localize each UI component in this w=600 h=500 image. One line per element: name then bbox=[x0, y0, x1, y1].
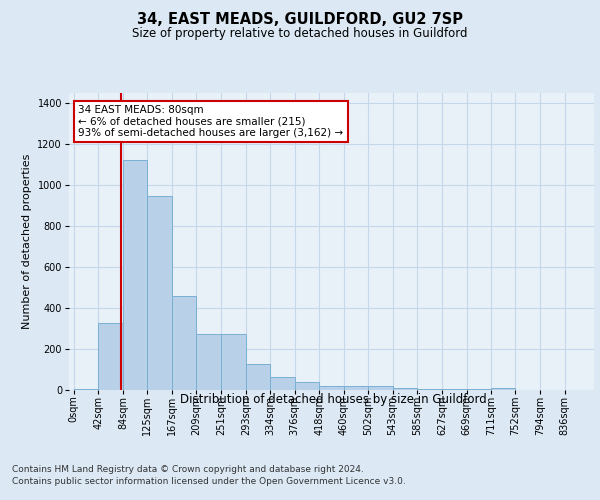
Bar bbox=[172, 296, 196, 390]
Bar bbox=[344, 386, 368, 390]
Bar bbox=[368, 386, 392, 390]
Bar bbox=[196, 334, 221, 390]
Y-axis label: Number of detached properties: Number of detached properties bbox=[22, 154, 32, 329]
Bar bbox=[319, 386, 344, 390]
Text: Contains HM Land Registry data © Crown copyright and database right 2024.: Contains HM Land Registry data © Crown c… bbox=[12, 465, 364, 474]
Text: Distribution of detached houses by size in Guildford: Distribution of detached houses by size … bbox=[179, 392, 487, 406]
Text: Contains public sector information licensed under the Open Government Licence v3: Contains public sector information licen… bbox=[12, 478, 406, 486]
Bar bbox=[417, 389, 442, 390]
Bar bbox=[98, 324, 123, 390]
Bar bbox=[246, 364, 270, 390]
Bar bbox=[392, 388, 417, 390]
Bar bbox=[467, 389, 491, 390]
Text: 34 EAST MEADS: 80sqm
← 6% of detached houses are smaller (215)
93% of semi-detac: 34 EAST MEADS: 80sqm ← 6% of detached ho… bbox=[79, 105, 344, 138]
Bar bbox=[491, 388, 515, 390]
Bar bbox=[221, 334, 246, 390]
Bar bbox=[123, 160, 147, 390]
Bar bbox=[442, 389, 467, 390]
Bar bbox=[295, 382, 319, 390]
Bar bbox=[270, 376, 295, 390]
Bar bbox=[147, 196, 172, 390]
Text: Size of property relative to detached houses in Guildford: Size of property relative to detached ho… bbox=[132, 28, 468, 40]
Text: 34, EAST MEADS, GUILDFORD, GU2 7SP: 34, EAST MEADS, GUILDFORD, GU2 7SP bbox=[137, 12, 463, 28]
Bar bbox=[74, 389, 98, 390]
